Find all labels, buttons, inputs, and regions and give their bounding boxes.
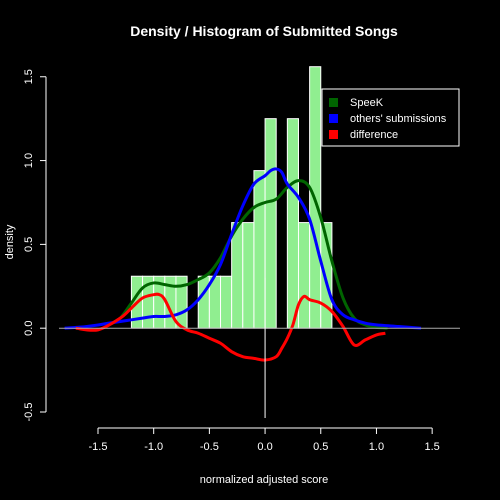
legend-label: difference — [350, 129, 398, 141]
histogram-bar — [264, 118, 277, 329]
histogram-bar — [242, 222, 255, 329]
x-axis-title: normalized adjusted score — [200, 474, 328, 486]
histogram-bar — [297, 222, 311, 329]
histogram-bar — [286, 118, 299, 329]
density-line-difference — [75, 292, 386, 362]
legend-label: others' submissions — [350, 113, 447, 125]
y-axis-title: density — [4, 224, 16, 259]
histogram-bar — [197, 275, 210, 329]
x-tick-label: -0.5 — [200, 441, 219, 453]
chart-title: Density / Histogram of Submitted Songs — [130, 23, 398, 39]
x-tick-label: 0.5 — [313, 441, 328, 453]
legend-swatch — [329, 130, 338, 139]
y-tick-label: 0.0 — [23, 321, 35, 336]
x-tick-label: 0.0 — [257, 441, 272, 453]
density-lines — [64, 167, 422, 362]
legend-box — [321, 88, 460, 147]
legend-label: SpeeK — [350, 97, 384, 109]
legend: SpeeK others' submissions difference — [321, 88, 460, 147]
legend-swatch — [329, 98, 338, 107]
y-tick-label: 1.0 — [23, 153, 35, 168]
x-tick-label: 1.0 — [369, 441, 384, 453]
x-tick-label: -1.0 — [144, 441, 163, 453]
histogram-bar — [231, 222, 244, 329]
density-line-others-submissions — [64, 167, 422, 330]
x-tick-label: 1.5 — [425, 441, 440, 453]
y-tick-label: -0.5 — [23, 403, 35, 422]
y-tick-label: 0.5 — [23, 237, 35, 252]
y-tick-label: 1.5 — [23, 69, 35, 84]
axes: -1.5 -1.0 -0.5 0.0 0.5 1.0 1.5 -0.5 0.0 0.5 1.0 1.5 — [23, 69, 460, 453]
histogram-bar — [253, 170, 266, 329]
legend-swatch — [329, 114, 338, 123]
density-line-speek — [108, 179, 388, 330]
histogram-bar — [220, 275, 233, 329]
x-tick-label: -1.5 — [89, 441, 108, 453]
